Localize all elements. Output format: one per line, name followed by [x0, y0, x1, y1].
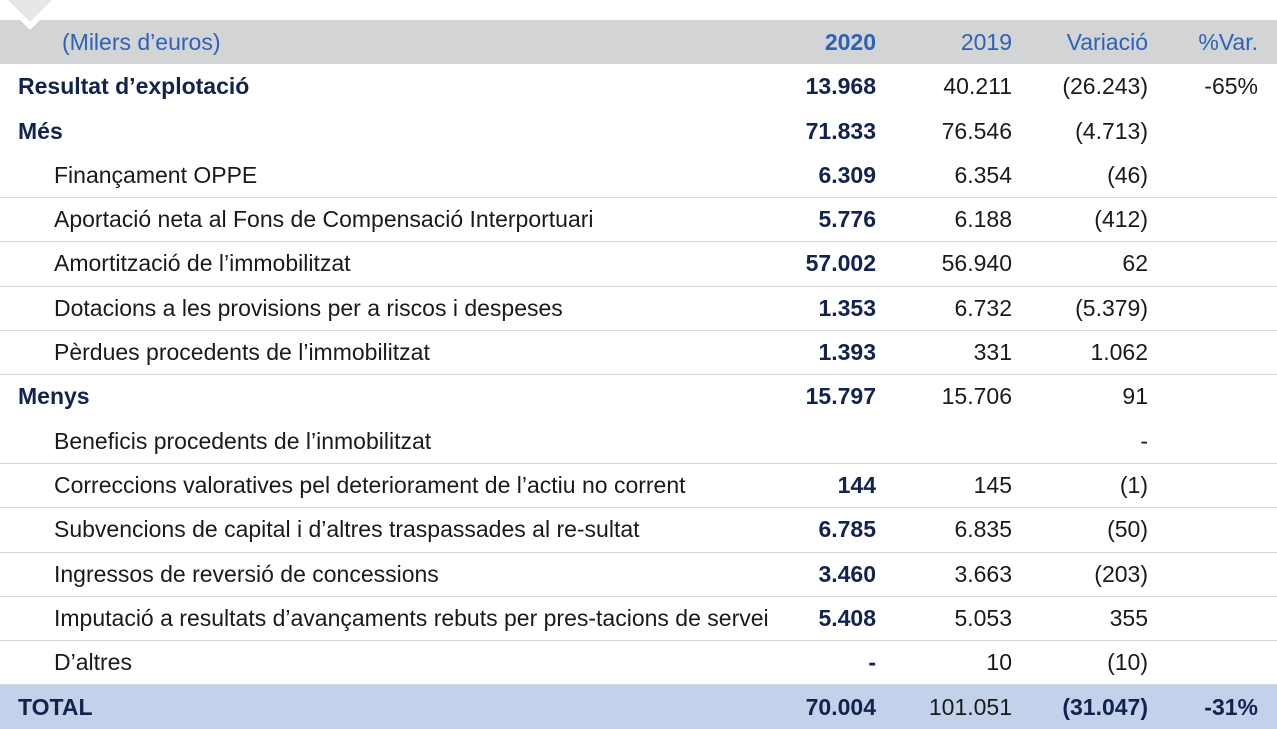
- row-label: Finançament OPPE: [54, 162, 258, 189]
- value-variation: (412): [1094, 206, 1148, 233]
- row-label: Aportació neta al Fons de Compensació In…: [54, 206, 594, 233]
- value-variation: (10): [1107, 648, 1148, 675]
- value-variation: 62: [1122, 250, 1148, 277]
- value-2019: 6.188: [954, 206, 1012, 233]
- row-label: Imputació a resultats d’avançaments rebu…: [54, 604, 769, 631]
- table-row: Imputació a resultats d’avançaments rebu…: [0, 597, 1277, 641]
- total-variation: (31.047): [1062, 693, 1148, 720]
- value-variation: (4.713): [1075, 117, 1148, 144]
- value-2019: 10: [986, 648, 1012, 675]
- value-2019: 40.211: [943, 72, 1012, 99]
- row-label: Menys: [18, 383, 90, 410]
- value-variation: (50): [1107, 516, 1148, 543]
- value-2020: 3.460: [818, 560, 876, 587]
- value-2020: 1.393: [818, 338, 876, 365]
- table-row: Finançament OPPE 6.309 6.354 (46): [0, 154, 1277, 199]
- value-2020: 5.408: [818, 604, 876, 631]
- total-row: TOTAL 70.004 101.051 (31.047) -31%: [0, 685, 1277, 729]
- total-label: TOTAL: [18, 693, 93, 720]
- value-variation: (1): [1119, 472, 1148, 499]
- value-percent: -65%: [1204, 72, 1258, 99]
- value-2019: 15.706: [941, 383, 1012, 410]
- chevron-down-icon: [0, 0, 60, 30]
- value-2020: -: [868, 648, 876, 675]
- column-header-2020: 2020: [824, 28, 876, 55]
- table-row: Subvencions de capital i d’altres traspa…: [0, 508, 1277, 553]
- row-label: Ingressos de reversió de concessions: [54, 560, 439, 587]
- value-variation: (26.243): [1062, 72, 1148, 99]
- value-2020: 5.776: [818, 206, 876, 233]
- row-label: Pèrdues procedents de l’immobilitzat: [54, 338, 430, 365]
- table-row: Ingressos de reversió de concessions 3.4…: [0, 553, 1277, 597]
- value-2020: 6.309: [818, 162, 876, 189]
- row-label: Beneficis procedents de l’inmobilitzat: [54, 428, 432, 455]
- column-header-percent: %Var.: [1198, 28, 1258, 55]
- value-variation: 1.062: [1090, 338, 1148, 365]
- value-2019: 331: [973, 338, 1012, 365]
- value-2020: 15.797: [805, 383, 876, 410]
- value-2020: 13.968: [805, 72, 876, 99]
- value-2019: 56.940: [941, 250, 1012, 277]
- value-2019: 6.835: [954, 516, 1012, 543]
- table-row: Resultat d’explotació 13.968 40.211 (26.…: [0, 64, 1277, 109]
- table-row: Correccions valoratives pel deterioramen…: [0, 464, 1277, 509]
- total-2019: 101.051: [928, 693, 1012, 720]
- table-row: Dotacions a les provisions per a riscos …: [0, 287, 1277, 331]
- table-row: Menys 15.797 15.706 91: [0, 375, 1277, 420]
- value-2019: 6.354: [954, 162, 1012, 189]
- row-label: Dotacions a les provisions per a riscos …: [54, 294, 563, 321]
- value-variation: -: [1140, 428, 1148, 455]
- value-2020: 6.785: [818, 516, 876, 543]
- total-2020: 70.004: [805, 693, 876, 720]
- total-percent: -31%: [1204, 693, 1258, 720]
- row-label: Més: [18, 117, 63, 144]
- table-row: Més 71.833 76.546 (4.713): [0, 109, 1277, 154]
- value-2020: 1.353: [818, 294, 876, 321]
- row-label: Subvencions de capital i d’altres traspa…: [54, 516, 640, 543]
- row-label: Correccions valoratives pel deterioramen…: [54, 472, 686, 499]
- table-header: (Milers d’euros) 2020 2019 Variació %Var…: [0, 0, 1277, 64]
- value-2019: 145: [973, 472, 1012, 499]
- table-row: Pèrdues procedents de l’immobilitzat 1.3…: [0, 331, 1277, 375]
- table-row: Aportació neta al Fons de Compensació In…: [0, 198, 1277, 243]
- value-2020: 71.833: [805, 117, 876, 144]
- unit-label: (Milers d’euros): [62, 28, 221, 55]
- row-label: Amortització de l’immobilitzat: [54, 250, 351, 277]
- value-variation: (203): [1094, 560, 1148, 587]
- column-header-2019: 2019: [960, 28, 1012, 55]
- table-row: Beneficis procedents de l’inmobilitzat -: [0, 420, 1277, 465]
- table-row: Amortització de l’immobilitzat 57.002 56…: [0, 242, 1277, 287]
- value-2019: 6.732: [954, 294, 1012, 321]
- value-2019: 76.546: [941, 117, 1012, 144]
- value-2019: 3.663: [954, 560, 1012, 587]
- table-row: D’altres - 10 (10): [0, 641, 1277, 686]
- value-variation: (5.379): [1075, 294, 1148, 321]
- row-label: Resultat d’explotació: [18, 72, 250, 99]
- column-header-variation: Variació: [1066, 28, 1148, 55]
- value-variation: 355: [1109, 604, 1148, 631]
- value-2019: 5.053: [954, 604, 1012, 631]
- value-2020: 144: [837, 472, 876, 499]
- row-label: D’altres: [54, 648, 132, 675]
- value-2020: 57.002: [805, 250, 876, 277]
- value-variation: 91: [1122, 383, 1148, 410]
- value-variation: (46): [1107, 162, 1148, 189]
